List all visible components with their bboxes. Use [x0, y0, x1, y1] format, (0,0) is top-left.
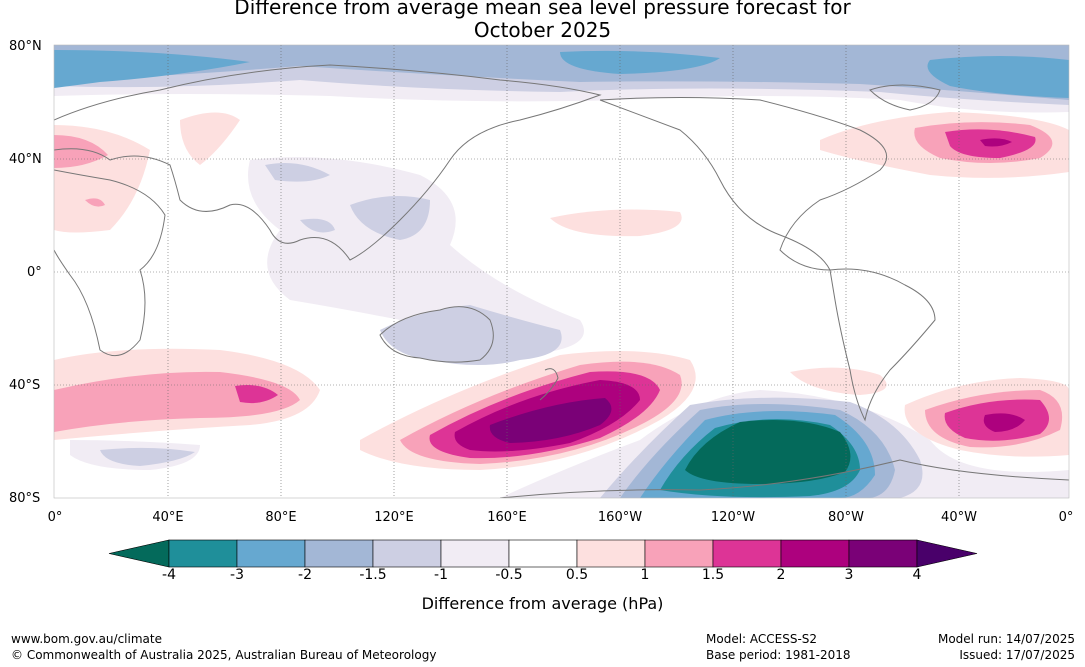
colorbar-segment [780, 539, 850, 568]
greenland-coast [869, 84, 941, 111]
colorbar-segment [236, 539, 306, 568]
colorbar-tick-label: -0.5 [495, 567, 523, 583]
eurasia-coast [54, 64, 602, 261]
lon-label-160w: 160°W [597, 510, 643, 525]
model-text: Model: ACCESS-S2 [706, 632, 818, 646]
lat-label-40n: 40°N [9, 152, 42, 167]
new-zealand-coast [539, 368, 559, 401]
pressure-anomaly-field [54, 45, 1069, 498]
colorbar-tick-label: -1 [434, 567, 448, 583]
colorbar-segment [848, 539, 918, 568]
colorbar-tick-label: 0.5 [565, 567, 589, 583]
coastlines [54, 64, 1069, 498]
issued-text: Issued: 17/07/2025 [959, 648, 1075, 662]
colorbar-tick-label: 2 [776, 567, 786, 583]
lon-label-80w: 80°W [828, 510, 864, 525]
colorbar-title: Difference from average (hPa) [421, 594, 664, 613]
colorbar-segment [372, 539, 442, 568]
lon-label-0-west: 0° [47, 510, 63, 525]
lon-label-0-east: 0° [1058, 510, 1074, 525]
colorbar-segment [644, 539, 714, 568]
lat-label-80s: 80°S [9, 491, 41, 506]
africa-coast [54, 169, 166, 357]
south-atlantic-positive-2 [983, 413, 1025, 432]
lon-label-120w: 120°W [710, 510, 756, 525]
footer-left: www.bom.gov.au/climate © Commonwealth of… [11, 631, 436, 663]
south-indian-negative-1 [100, 447, 195, 466]
europe-positive-1 [54, 135, 108, 207]
colorbar-extend-high [916, 539, 978, 568]
map-title: Difference from average mean sea level p… [0, 0, 1085, 42]
north-america-coast [599, 97, 888, 271]
title-line-2: October 2025 [473, 18, 612, 42]
asia-negative-0p5 [248, 157, 584, 355]
colorbar-tick-label: 3 [844, 567, 854, 583]
colorbar-segment [440, 539, 510, 568]
australia-coast [379, 306, 494, 363]
colorbar-segment [304, 539, 374, 568]
colorbar-segment [168, 539, 238, 568]
colorbar-extend-low [108, 539, 170, 568]
colorbar-segment [712, 539, 782, 568]
lon-label-160e: 160°E [487, 510, 527, 525]
lat-label-40s: 40°S [9, 378, 41, 393]
south-america-coast [829, 268, 936, 422]
arctic-negative-1p5 [54, 45, 1069, 100]
south-pacific-positive-3 [489, 398, 612, 443]
model-run-text: Model run: 14/07/2025 [937, 632, 1075, 646]
map-frame [53, 44, 1070, 499]
north-pacific-positive [550, 209, 682, 237]
lon-label-40e: 40°E [152, 510, 184, 525]
australia-negative-1 [380, 305, 562, 365]
colorbar-tick-label: 1 [640, 567, 650, 583]
colorbar-tick-label: -1.5 [359, 567, 387, 583]
colorbar [108, 539, 978, 568]
title-line-1: Difference from average mean sea level p… [234, 0, 851, 19]
colorbar-tick-label: -4 [162, 567, 176, 583]
colorbar-segment [576, 539, 646, 568]
lon-label-80e: 80°E [265, 510, 297, 525]
copyright-text: © Commonwealth of Australia 2025, Austra… [11, 648, 437, 662]
lon-label-120e: 120°E [374, 510, 414, 525]
lat-label-80n: 80°N [9, 39, 42, 54]
north-atlantic-positive-2 [980, 138, 1012, 147]
colorbar-segment [508, 539, 578, 568]
antarctic-coast [499, 459, 1069, 498]
lat-label-0: 0° [27, 265, 42, 280]
colorbar-tick-label: -2 [298, 567, 312, 583]
south-indian-positive-1p5 [235, 385, 278, 404]
footer-dates: Model run: 14/07/2025 Issued: 17/07/2025 [938, 631, 1075, 663]
lon-label-40w: 40°W [941, 510, 977, 525]
website-text: www.bom.gov.au/climate [11, 632, 162, 646]
colorbar-tick-label: 1.5 [701, 567, 725, 583]
colorbar-tick-label: -3 [230, 567, 244, 583]
asia-negative-1 [265, 162, 430, 240]
arctic-negative-2 [54, 50, 250, 88]
colorbar-tick-label: 4 [912, 567, 922, 583]
se-pacific-negative-4 [685, 419, 851, 484]
graticule [54, 45, 1069, 498]
base-period-text: Base period: 1981-2018 [706, 648, 851, 662]
arctic-negative-2b [560, 50, 720, 74]
footer-model: Model: ACCESS-S2 Base period: 1981-2018 [706, 631, 851, 663]
arctic-negative-2c [927, 56, 1069, 98]
